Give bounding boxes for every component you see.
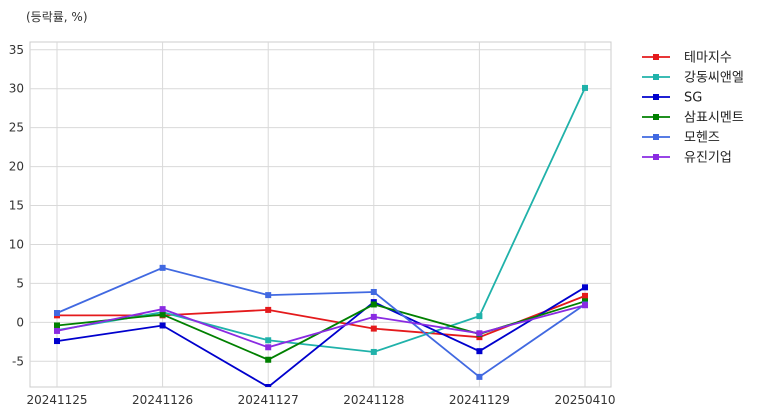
- data-point: [265, 384, 272, 387]
- x-tick-label: 20241125: [26, 393, 87, 407]
- y-tick-label: 0: [16, 315, 24, 329]
- data-point: [476, 330, 483, 337]
- y-tick-label: 30: [9, 82, 24, 96]
- data-point: [159, 322, 166, 329]
- data-point: [265, 356, 272, 363]
- series-line-2: [56, 286, 586, 387]
- legend-label: 삼표시멘트: [684, 111, 744, 126]
- plot-area: [29, 41, 612, 388]
- y-tick-labels: -5 0 5 10 15 20 25 30 35: [9, 43, 24, 369]
- y-tick-label: 5: [16, 276, 24, 290]
- data-point: [476, 348, 483, 355]
- x-tick-label: 20241126: [132, 393, 193, 407]
- series-lines: [54, 84, 588, 387]
- data-point: [370, 325, 377, 332]
- data-point: [476, 373, 483, 380]
- x-tick-labels: 20241125 20241126 20241127 20241128 20241129…: [26, 393, 615, 407]
- data-point: [159, 264, 166, 271]
- data-point: [476, 313, 483, 320]
- legend-label: 테마지수: [684, 51, 732, 66]
- legend-swatch-marker: [653, 54, 659, 60]
- legend-swatch-marker: [653, 94, 659, 100]
- data-point: [582, 284, 588, 291]
- data-point: [54, 322, 60, 329]
- y-tick-label: 20: [9, 160, 24, 174]
- legend-swatch-marker: [653, 134, 659, 140]
- legend-swatch-marker: [653, 74, 659, 80]
- data-point: [54, 338, 60, 345]
- series-line-4: [56, 266, 586, 379]
- data-point: [370, 301, 377, 308]
- data-point: [159, 306, 166, 313]
- data-point: [370, 288, 377, 295]
- y-unit-label: (등락률, %): [26, 10, 88, 24]
- grid-lines: [30, 42, 611, 387]
- data-point: [54, 327, 60, 334]
- legend-label: 모헨즈: [684, 131, 720, 146]
- data-point: [476, 334, 483, 341]
- legend-label: SG: [684, 91, 702, 106]
- legend-swatch-marker: [653, 114, 659, 120]
- x-tick-label: 20241129: [449, 393, 510, 407]
- y-tick-label: 15: [9, 199, 24, 213]
- data-point: [582, 84, 588, 91]
- data-point: [54, 310, 60, 317]
- data-point: [265, 337, 272, 344]
- y-tick-label: 25: [9, 121, 24, 135]
- data-point: [370, 348, 377, 355]
- series-line-1: [56, 87, 586, 353]
- x-tick-label: 20241127: [238, 393, 299, 407]
- data-point: [265, 344, 272, 351]
- legend-label: 유진기업: [684, 151, 732, 166]
- legend-label: 강동씨앤엘: [684, 71, 744, 86]
- data-point: [370, 313, 377, 320]
- x-tick-label: 20241128: [343, 393, 404, 407]
- x-tick-label: 20250410: [554, 393, 615, 407]
- data-point: [265, 292, 272, 299]
- y-tick-label: -5: [12, 354, 24, 368]
- data-point: [159, 311, 166, 318]
- data-point: [582, 302, 588, 309]
- series-line-5: [56, 304, 586, 349]
- data-point: [582, 292, 588, 299]
- y-tick-label: 10: [9, 237, 24, 251]
- data-point: [265, 306, 272, 313]
- legend-swatch-marker: [653, 154, 659, 160]
- y-tick-label: 35: [9, 43, 24, 57]
- data-point: [582, 298, 588, 305]
